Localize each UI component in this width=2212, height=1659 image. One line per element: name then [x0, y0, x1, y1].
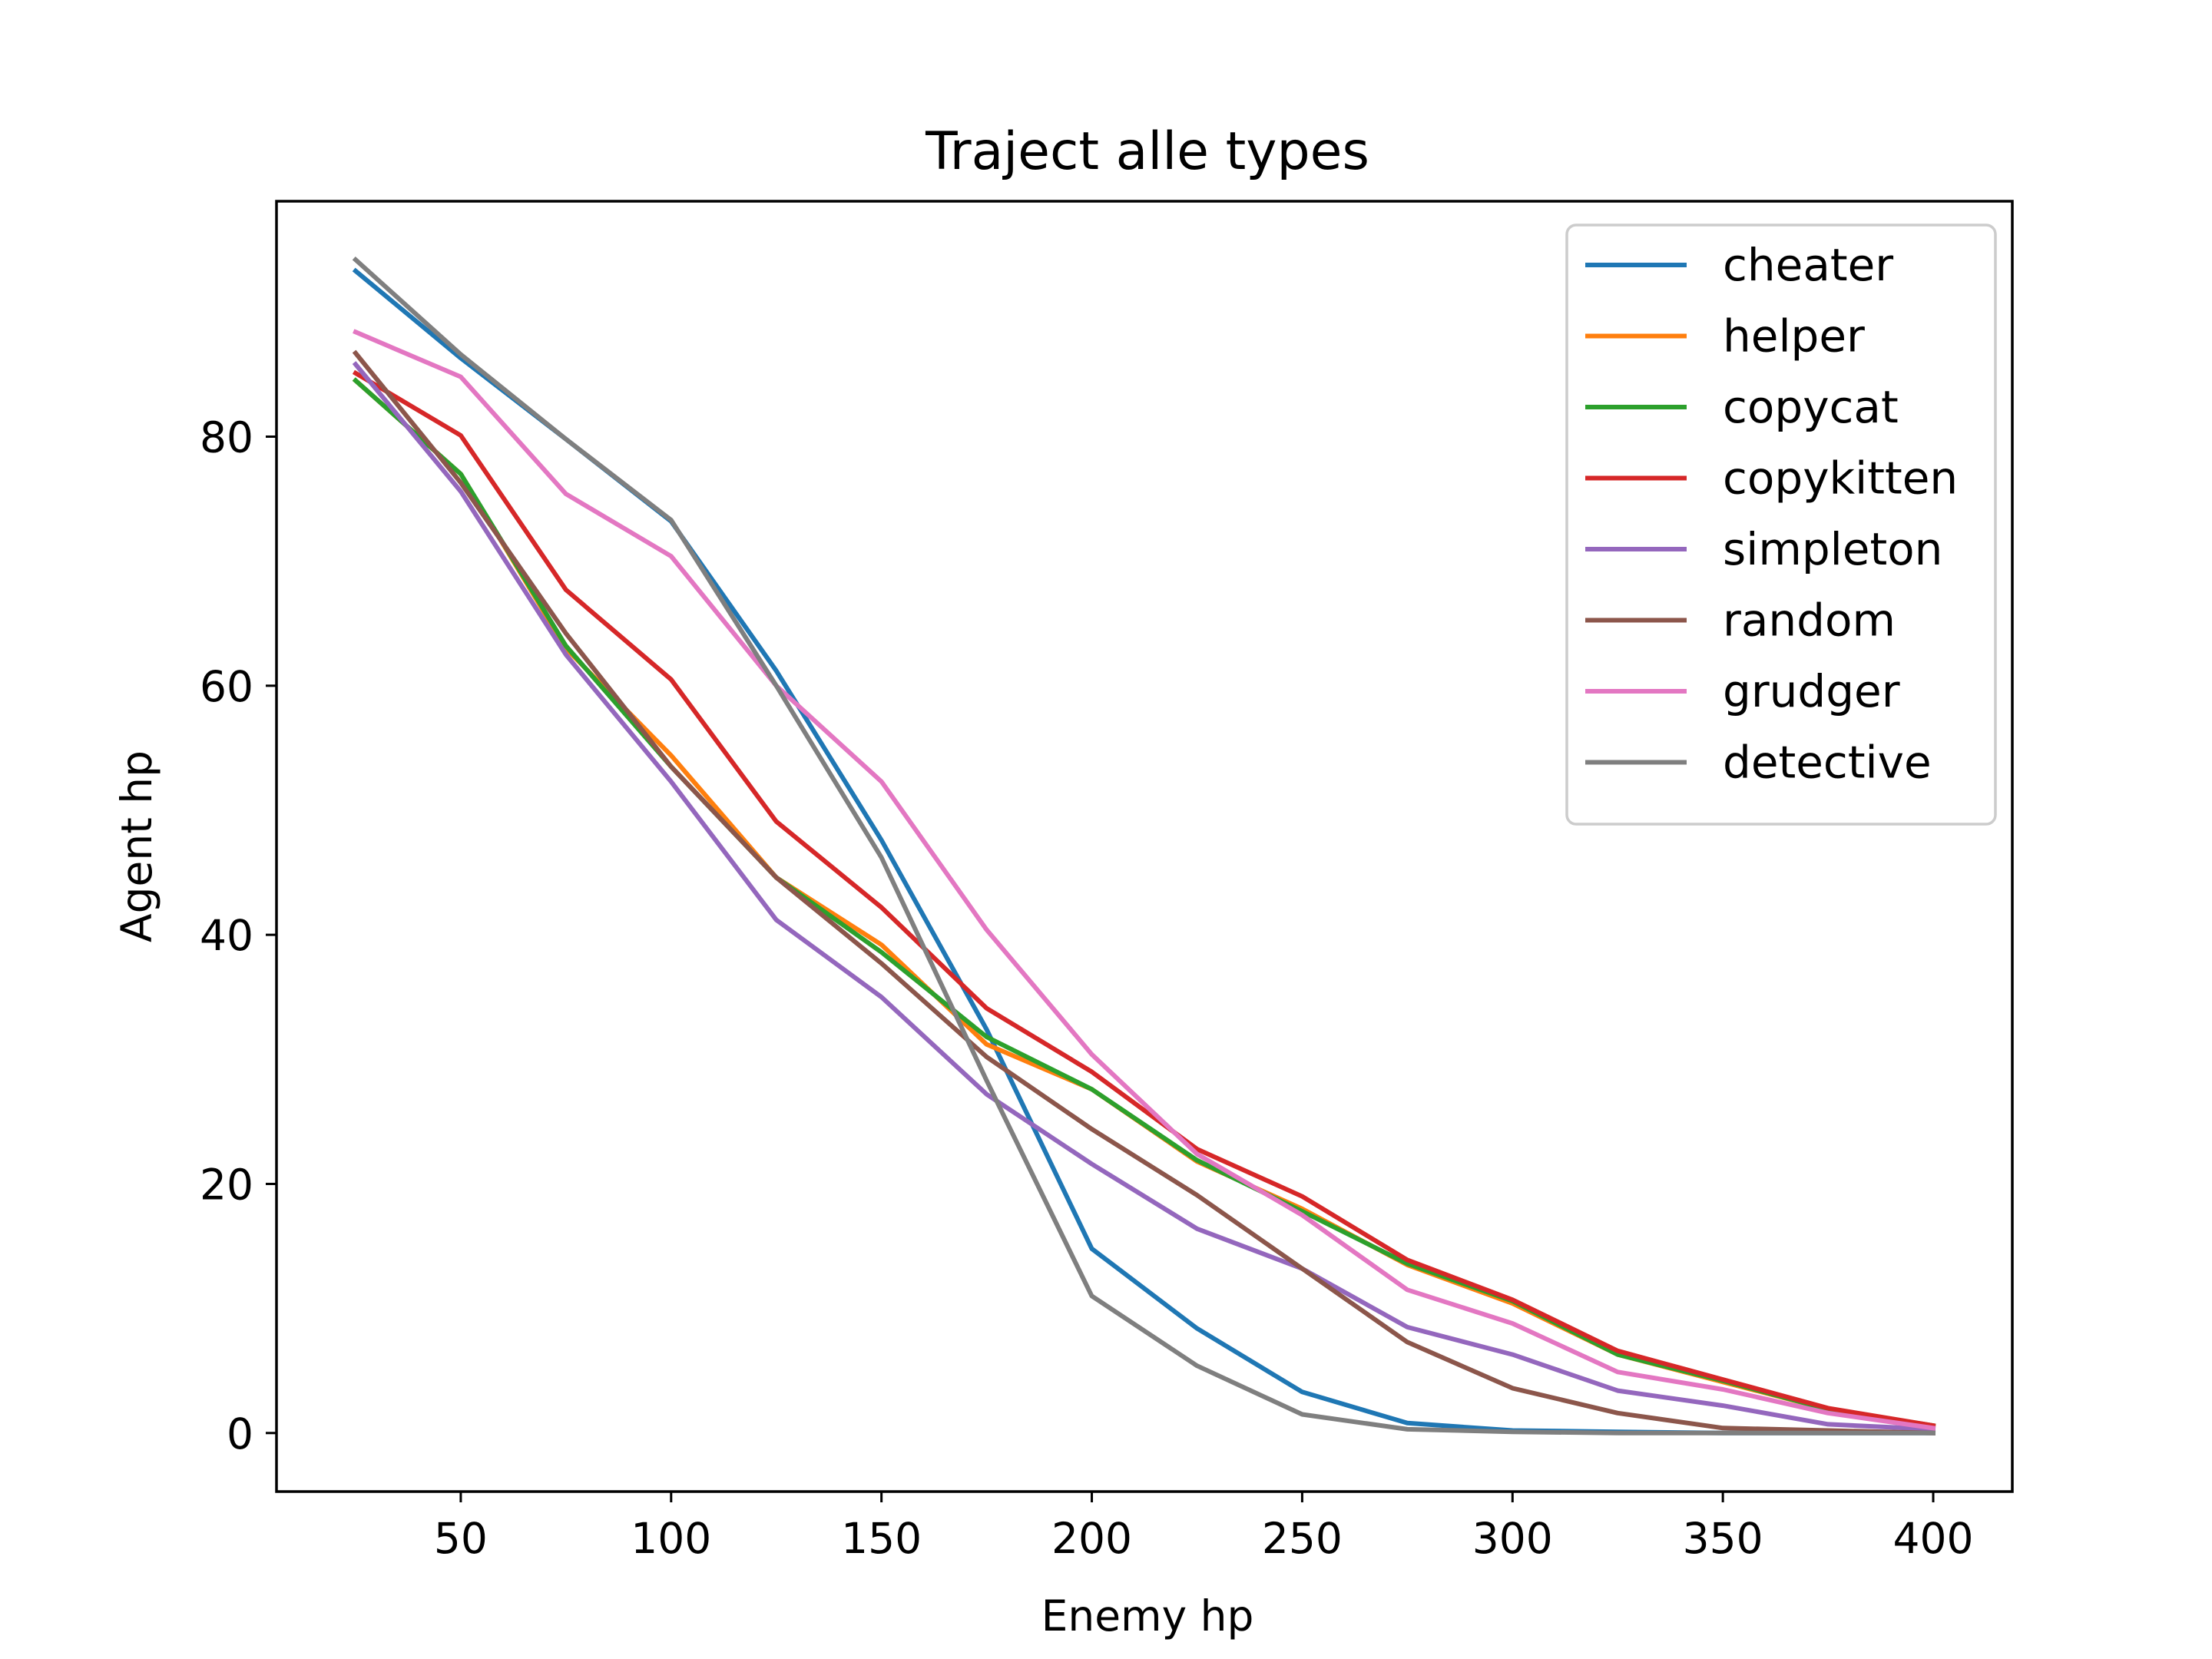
x-tick-label: 300	[1472, 1514, 1553, 1563]
x-tick-label: 150	[841, 1514, 922, 1563]
legend-label-simpleton: simpleton	[1723, 523, 1942, 575]
y-axis-ticks: 0 20 40 60 80	[200, 412, 276, 1459]
x-tick-label: 250	[1262, 1514, 1343, 1563]
y-tick-label: 0	[227, 1409, 253, 1459]
y-tick-label: 60	[200, 662, 253, 711]
series-line-copycat	[352, 377, 1936, 1429]
legend-label-cheater: cheater	[1723, 239, 1893, 291]
legend-label-helper: helper	[1723, 310, 1865, 363]
x-axis-ticks: 50 100 150 200 250 300 350 400	[434, 1492, 1974, 1563]
x-axis-label: Enemy hp	[1041, 1591, 1254, 1641]
series-line-grudger	[353, 329, 1936, 1431]
y-axis-label: Agent hp	[112, 750, 161, 942]
x-tick-label: 350	[1683, 1514, 1763, 1563]
legend-label-detective: detective	[1723, 737, 1932, 789]
x-tick-label: 400	[1893, 1514, 1974, 1563]
legend-label-grudger: grudger	[1723, 665, 1900, 717]
y-tick-label: 40	[200, 911, 253, 960]
x-tick-label: 100	[631, 1514, 711, 1563]
series-line-copykitten	[352, 369, 1936, 1429]
legend-frame	[1565, 224, 1997, 826]
legend: cheater helper copycat copykitten simpleton r…	[1565, 224, 1997, 826]
series-line-detective	[352, 256, 1936, 1435]
chart-title: Traject alle types	[925, 121, 1369, 182]
series-line-random	[352, 349, 1936, 1435]
plot-frame	[275, 200, 2014, 1493]
x-tick-label: 50	[434, 1514, 488, 1563]
plot-lines	[352, 256, 1936, 1435]
y-tick-label: 80	[200, 412, 253, 462]
x-tick-label: 200	[1051, 1514, 1132, 1563]
legend-label-copycat: copycat	[1723, 381, 1899, 433]
legend-label-random: random	[1723, 594, 1896, 647]
y-tick-label: 20	[200, 1160, 253, 1209]
series-line-simpleton	[352, 361, 1936, 1432]
legend-label-copykitten: copykitten	[1723, 452, 1958, 505]
